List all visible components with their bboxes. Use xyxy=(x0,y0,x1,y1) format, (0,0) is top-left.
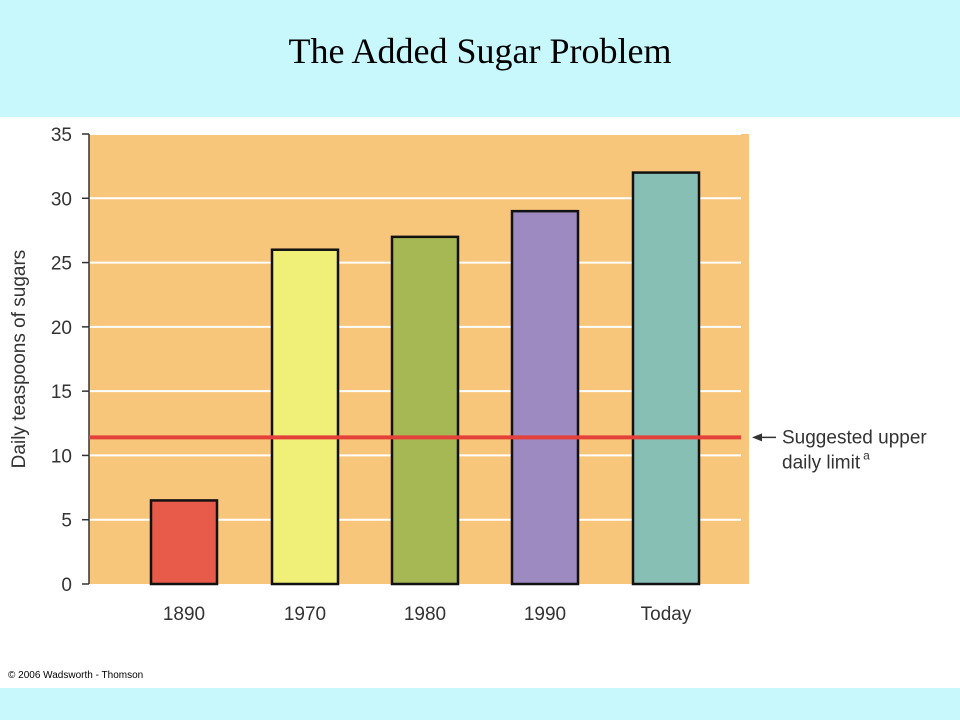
suggested-limit-label-text: daily limit xyxy=(782,452,861,473)
x-tick-label: Today xyxy=(641,604,692,625)
bar-1990 xyxy=(510,209,580,586)
suggested-limit-arrow xyxy=(752,433,776,442)
bar-1890 xyxy=(149,499,219,586)
bars xyxy=(149,171,701,586)
suggested-limit-label-line2: daily limit a xyxy=(782,448,870,473)
y-tick-label: 25 xyxy=(51,254,72,275)
x-tick-label: 1970 xyxy=(284,604,326,625)
bar-1980 xyxy=(390,235,460,586)
y-tick-label: 30 xyxy=(51,189,72,210)
x-tick-label: 1990 xyxy=(524,604,566,625)
footer-band xyxy=(0,688,960,720)
page-title: The Added Sugar Problem xyxy=(288,31,672,71)
y-tick-label: 15 xyxy=(51,382,72,403)
suggested-limit-label-line1: Suggested upper xyxy=(782,427,927,448)
arrow-head xyxy=(752,433,762,442)
y-tick-label: 5 xyxy=(61,511,72,532)
y-tick-label: 0 xyxy=(61,575,72,596)
y-axis-title: Daily teaspoons of sugars xyxy=(9,250,30,469)
x-tick-label: 1980 xyxy=(404,604,446,625)
suggested-limit-footnote-mark: a xyxy=(863,448,870,462)
header-band xyxy=(0,0,960,117)
sugar-bar-chart: 0 5 10 15 20 25 30 35 1890 1970 1980 1990 Today Sug… xyxy=(9,125,927,625)
y-tick-label: 35 xyxy=(51,125,72,146)
x-axis-labels: 1890 1970 1980 1990 Today xyxy=(163,604,692,625)
y-tick-label: 20 xyxy=(51,318,72,339)
y-axis-ticks: 0 5 10 15 20 25 30 35 xyxy=(51,125,89,596)
copyright-notice: © 2006 Wadsworth - Thomson xyxy=(8,670,144,681)
y-tick-label: 10 xyxy=(51,446,72,467)
x-tick-label: 1890 xyxy=(163,604,205,625)
bar-today xyxy=(631,171,701,586)
bar-1970 xyxy=(270,248,340,586)
